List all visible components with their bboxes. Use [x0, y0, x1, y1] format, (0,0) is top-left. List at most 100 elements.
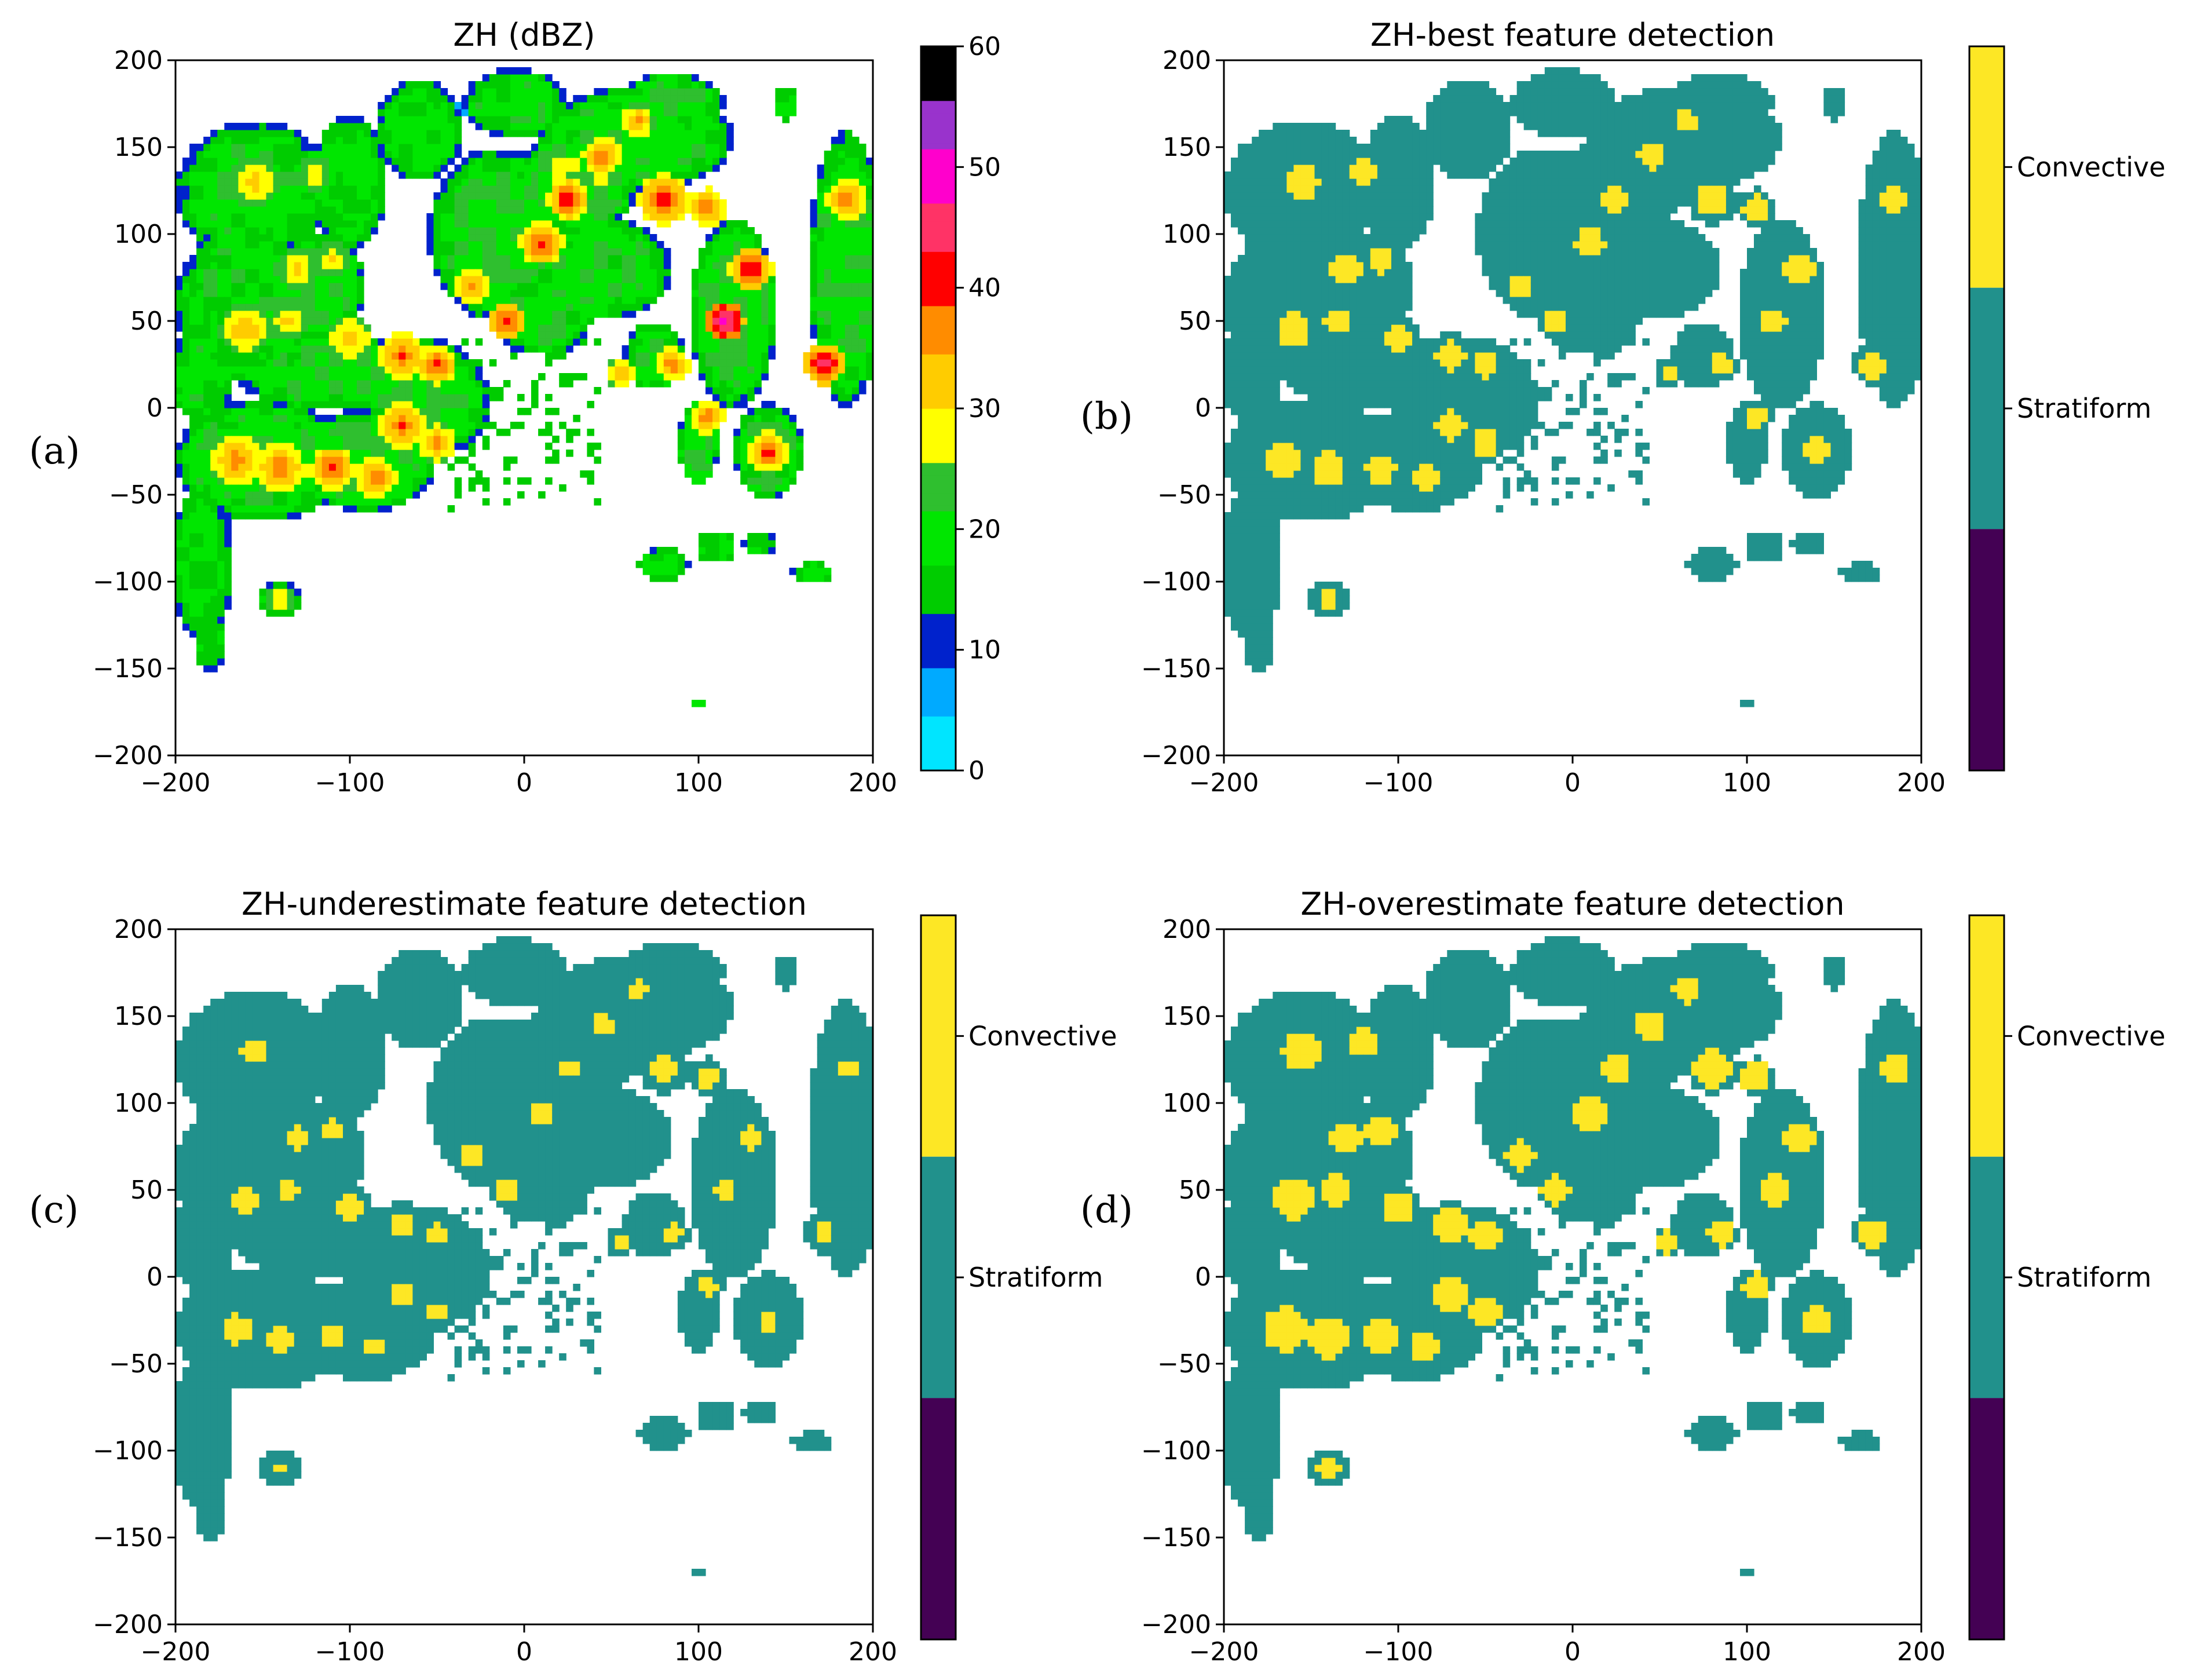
cell: [482, 269, 490, 276]
cell: [371, 463, 378, 471]
cell: [419, 380, 427, 388]
cell: [217, 255, 225, 262]
cell: [308, 178, 316, 186]
cell: [231, 199, 239, 207]
cell: [531, 130, 539, 137]
cell: [851, 178, 860, 186]
cell: [328, 144, 337, 151]
cell: [294, 505, 302, 513]
cell: [231, 255, 239, 262]
cell: [433, 130, 441, 137]
cell: [692, 102, 699, 109]
cell: [684, 88, 692, 96]
cell: [461, 429, 469, 436]
cell: [189, 589, 197, 596]
cell: [447, 283, 455, 290]
cell: [622, 352, 630, 360]
cell: [608, 95, 616, 103]
cell: [1245, 248, 1252, 255]
cell: [796, 456, 804, 464]
cell: [231, 324, 239, 332]
colorbar-segment: [921, 734, 956, 741]
cell: [350, 304, 357, 311]
cell: [642, 178, 650, 186]
cell: [1259, 220, 1266, 228]
cell: [440, 415, 448, 422]
cell: [552, 241, 560, 249]
cell: [287, 248, 295, 255]
cell: [419, 81, 427, 89]
cell: [831, 297, 839, 304]
cell: [747, 540, 755, 547]
cell: [252, 422, 259, 429]
cell: [1238, 533, 1245, 540]
cell: [740, 540, 748, 547]
cell: [482, 477, 490, 485]
cell: [252, 165, 259, 172]
cell: [189, 290, 197, 297]
cell: [642, 102, 650, 109]
cell: [705, 324, 713, 332]
cell: [1238, 456, 1245, 464]
cell: [475, 380, 483, 388]
cell: [273, 456, 281, 464]
cell: [531, 234, 539, 242]
cell: [419, 345, 427, 353]
cell: [350, 394, 357, 401]
colorbar-segment: [921, 119, 956, 125]
cell: [426, 477, 434, 485]
cell: [182, 220, 190, 228]
cell: [510, 123, 518, 130]
cell: [705, 269, 713, 276]
cell: [259, 192, 267, 200]
cell: [628, 276, 637, 283]
cell: [259, 255, 267, 262]
cell: [601, 290, 608, 297]
cell: [245, 415, 253, 422]
cell: [378, 470, 385, 478]
cell: [747, 255, 755, 262]
cell: [203, 158, 211, 165]
cell: [308, 171, 316, 179]
cell: [1245, 220, 1252, 228]
cell: [622, 297, 630, 304]
cell: [699, 297, 706, 304]
cell: [1252, 582, 1259, 589]
cell: [1245, 227, 1252, 235]
cell: [266, 151, 274, 158]
cell: [824, 568, 832, 575]
cell: [468, 241, 476, 249]
cell: [328, 158, 337, 165]
cell: [642, 297, 650, 304]
cell: [712, 540, 720, 547]
cell: [461, 171, 469, 179]
cell: [580, 171, 587, 179]
cell: [642, 234, 650, 242]
cell: [238, 276, 246, 283]
cell: [328, 401, 337, 408]
cell: [475, 206, 483, 214]
cell: [224, 171, 232, 179]
cell: [622, 192, 630, 200]
cell: [712, 401, 720, 408]
colorbar-segment: [921, 474, 956, 481]
cell: [210, 241, 218, 249]
cell: [433, 352, 441, 360]
cell: [245, 248, 253, 255]
cell: [392, 95, 399, 103]
cell: [245, 137, 253, 144]
cell: [635, 380, 644, 388]
cell: [538, 81, 546, 89]
cell: [831, 317, 839, 325]
cell: [224, 561, 232, 568]
cell: [350, 220, 357, 228]
cell: [635, 130, 644, 137]
cell: [851, 373, 860, 381]
cell: [851, 185, 860, 193]
cell: [266, 415, 274, 422]
cell: [677, 116, 685, 123]
cell: [858, 366, 867, 374]
cell: [663, 575, 671, 582]
cell: [475, 192, 483, 200]
cell: [287, 165, 295, 172]
